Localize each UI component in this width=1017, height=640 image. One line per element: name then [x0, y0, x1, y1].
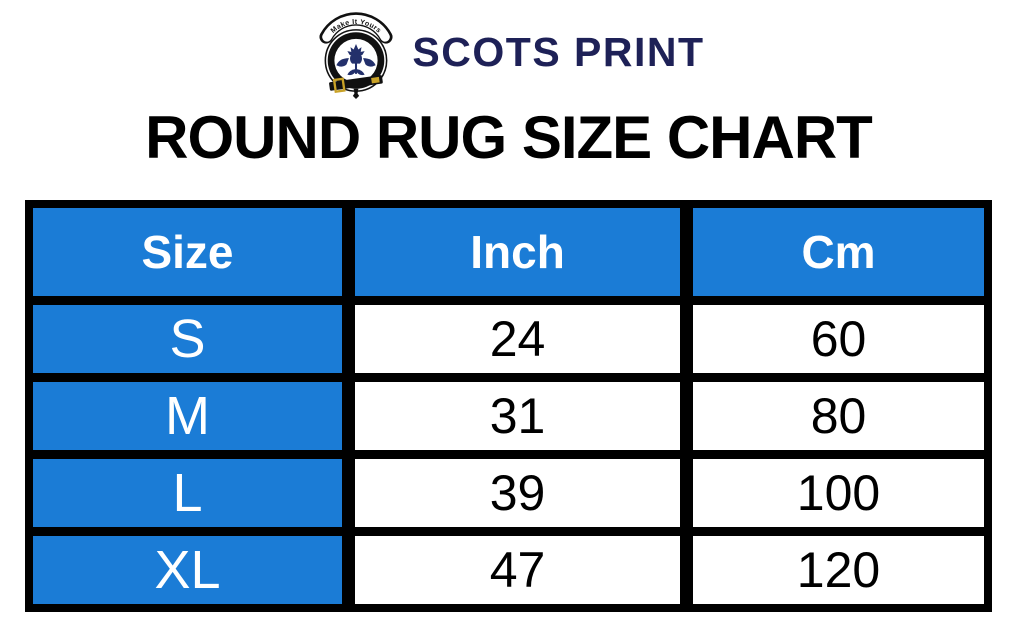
brand-header: Make It Yours [0, 0, 1017, 100]
column-header-inch: Inch [355, 208, 681, 296]
table-row-l-inch: 39 [355, 459, 681, 527]
table-row-xl-inch: 47 [355, 536, 681, 604]
table-row-m-cm: 80 [693, 382, 984, 450]
table-row-s-inch: 24 [355, 305, 681, 373]
table-row-s-size: S [33, 305, 342, 373]
column-header-size: Size [33, 208, 342, 296]
table-row-m-size: M [33, 382, 342, 450]
table-row-m-inch: 31 [355, 382, 681, 450]
column-header-cm: Cm [693, 208, 984, 296]
size-chart-table: Size Inch Cm S 24 60 M 31 80 L 39 100 XL… [25, 200, 992, 612]
brand-name: SCOTS PRINT [412, 28, 705, 75]
table-row-xl-cm: 120 [693, 536, 984, 604]
thistle-glyph [336, 44, 377, 76]
table-row-l-cm: 100 [693, 459, 984, 527]
clan-crest-icon: Make It Yours [319, 12, 393, 99]
table-row-s-cm: 60 [693, 305, 984, 373]
table-row-xl-size: XL [33, 536, 342, 604]
table-row-l-size: L [33, 459, 342, 527]
page-title: ROUND RUG SIZE CHART [145, 104, 873, 171]
